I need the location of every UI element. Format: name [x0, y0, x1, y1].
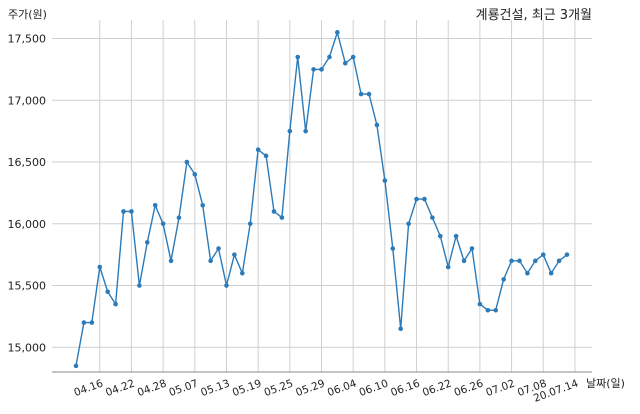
y-tick-label: 16,500: [8, 156, 47, 169]
data-point: [216, 246, 221, 251]
data-point: [501, 277, 506, 282]
data-point: [184, 159, 190, 165]
data-point: [224, 283, 229, 288]
x-tick-label: 06.26: [453, 377, 486, 399]
data-points: [73, 30, 570, 369]
y-axis-label: 주가(원): [8, 8, 47, 21]
data-point: [144, 240, 150, 245]
data-point: [319, 67, 324, 72]
y-tick-label: 17,000: [8, 94, 47, 107]
data-point: [430, 215, 435, 220]
data-point: [271, 209, 277, 214]
x-tick-label: 07.02: [484, 378, 516, 400]
data-point: [327, 54, 332, 60]
data-point: [240, 270, 245, 276]
x-tick-label: 06.04: [326, 377, 359, 399]
x-tick-label: 06.16: [389, 377, 422, 399]
data-point: [105, 289, 110, 295]
x-tick-label: 05.13: [199, 378, 231, 400]
data-point: [477, 301, 483, 307]
data-point: [176, 215, 182, 220]
data-point: [113, 301, 118, 307]
data-point: [192, 172, 198, 177]
data-point: [398, 326, 403, 332]
chart-title: 계룡건설, 최근 3개월: [475, 8, 592, 23]
data-point: [358, 91, 364, 97]
data-point: [437, 233, 443, 239]
y-tick-label: 16,000: [8, 218, 47, 231]
data-point: [287, 128, 293, 134]
data-point: [279, 215, 285, 220]
data-point: [493, 307, 499, 313]
data-point: [517, 258, 522, 264]
x-axis-label: 날짜(일): [586, 377, 625, 390]
data-point: [247, 221, 253, 227]
data-point: [556, 258, 562, 264]
x-tick-label: 04.28: [136, 378, 168, 400]
data-point: [152, 202, 158, 208]
x-tick-label: 05.19: [231, 378, 263, 400]
data-point: [414, 196, 419, 202]
data-point: [533, 258, 538, 264]
x-tick-label: 04.16: [72, 377, 105, 399]
x-tick-label: 06.10: [358, 378, 390, 400]
data-point: [208, 258, 213, 264]
data-point: [461, 258, 467, 264]
y-tick-label: 17,500: [8, 33, 47, 46]
data-point: [406, 221, 411, 227]
data-point: [81, 320, 87, 325]
data-point: [200, 202, 206, 208]
data-point: [97, 264, 103, 270]
data-point: [390, 246, 396, 251]
data-point: [564, 252, 570, 257]
data-point: [382, 178, 388, 183]
y-tick-label: 15,000: [8, 341, 47, 354]
x-tick-label: 06.22: [421, 378, 453, 400]
data-point: [73, 363, 79, 369]
data-point: [342, 60, 348, 66]
data-point: [485, 307, 491, 313]
grid: [52, 20, 592, 372]
data-point: [263, 153, 269, 159]
data-point: [137, 283, 142, 288]
data-point: [232, 252, 237, 257]
data-point: [366, 91, 372, 97]
data-point: [540, 252, 546, 257]
data-point: [303, 128, 308, 134]
data-point: [548, 270, 554, 276]
data-point: [129, 209, 134, 214]
data-point: [445, 264, 451, 270]
x-tick-label: 05.07: [167, 378, 199, 400]
data-point: [525, 270, 530, 276]
data-point: [469, 246, 475, 251]
data-point: [509, 258, 514, 264]
data-point: [335, 30, 340, 35]
x-tick-label: 05.25: [262, 378, 294, 400]
data-point: [168, 258, 174, 264]
data-point: [89, 320, 95, 325]
data-point: [121, 209, 126, 214]
data-point: [255, 147, 261, 152]
data-point: [422, 196, 427, 202]
data-point: [160, 221, 166, 227]
x-tick-label: 04.22: [104, 378, 136, 400]
y-tick-labels: 15,000 15,500 16,000 16,500 17,000 17,500: [8, 33, 47, 355]
data-point: [311, 67, 316, 72]
data-point: [374, 122, 380, 128]
x-tick-label: 05.29: [294, 378, 326, 400]
y-tick-label: 15,500: [8, 280, 47, 293]
x-tick-labels: 04.16 04.22 04.28 05.07 05.13 05.19 05.25 05.29…: [72, 377, 580, 404]
data-point: [350, 54, 356, 60]
data-point: [295, 54, 301, 60]
data-point: [453, 233, 459, 239]
